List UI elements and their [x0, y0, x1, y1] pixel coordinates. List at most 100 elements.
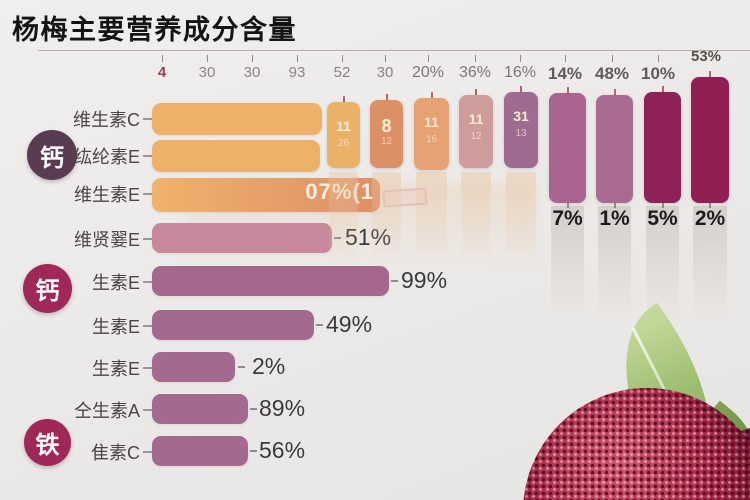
- axis-tick: 53%: [676, 48, 736, 65]
- axis-tick-label: 4: [157, 64, 167, 81]
- v-bar-group: 31 13: [504, 0, 538, 340]
- v-bar-group: 1%: [596, 0, 633, 340]
- v-bar-group: 7%: [549, 0, 586, 340]
- bar-top-stem: [385, 94, 388, 100]
- v-bar-label: 7%: [552, 207, 583, 230]
- row-stem: [143, 155, 152, 157]
- tick-mark: [206, 55, 208, 62]
- tick-mark: [161, 55, 163, 62]
- chart-row: 生素E 2%: [0, 352, 560, 386]
- h-bar: [152, 266, 389, 296]
- bar-bottom-stem: [566, 203, 569, 208]
- v-bar-group: 11 16: [414, 0, 449, 340]
- row-label: 维生素C: [73, 110, 140, 130]
- row-label: 维贤翣E: [73, 230, 140, 250]
- row-stem: [143, 193, 152, 195]
- tick-mark: [427, 55, 429, 62]
- bar-reflection: [598, 206, 631, 321]
- h-bar: [152, 103, 322, 135]
- chart-row: 维生素E 07%(1: [0, 178, 560, 212]
- bar-inner-subnumber: 13: [515, 128, 527, 139]
- bar-reflection: [551, 206, 584, 321]
- chart-row: 仝生素A 89%: [0, 394, 560, 428]
- chart-row: 纮纶素E: [0, 140, 560, 174]
- badge-iron: 铁: [24, 419, 71, 466]
- tick-mark: [251, 55, 253, 62]
- axis-tick: 52: [312, 55, 372, 81]
- h-bar: [152, 394, 248, 424]
- divider-line: [38, 50, 750, 51]
- tick-mark: [611, 55, 613, 62]
- h-bar: [152, 310, 314, 340]
- bar-inner-subnumber: 12: [470, 131, 482, 142]
- bar-top-stem: [709, 71, 711, 77]
- axis-tick: 30: [222, 55, 282, 81]
- bar-reflection: [646, 206, 679, 321]
- bar-inner-subnumber: 12: [380, 136, 393, 147]
- axis-tick: 20%: [398, 55, 458, 82]
- value-stem: [238, 366, 245, 368]
- value-stem: [391, 280, 398, 282]
- bar-bottom-stem: [709, 203, 711, 208]
- v-bar-label: 1%: [599, 207, 630, 230]
- row-stem: [143, 118, 152, 120]
- value-stem: [250, 408, 257, 410]
- axis-tick: 14%: [535, 55, 595, 84]
- axis-tick-label: 30: [376, 64, 394, 81]
- axis-tick-label: 93: [288, 64, 306, 81]
- v-bar: 11 16: [414, 92, 449, 170]
- badge-calcium-1: 钙: [27, 130, 77, 180]
- value-label: 89%: [259, 395, 306, 421]
- bar-inner-number: 11: [336, 118, 351, 134]
- chart-row: 生素E 49%: [0, 310, 560, 344]
- chart-row: 生素E 99%: [0, 266, 560, 300]
- axis-tick-label: 52: [333, 64, 351, 81]
- axis-tick-label: 53%: [690, 48, 722, 65]
- bar-reflection: [329, 172, 358, 267]
- row-label: 生素E: [91, 359, 140, 379]
- axis-tick: 30: [355, 55, 415, 81]
- v-bar: 8 12: [370, 94, 403, 168]
- value-label: 2%: [252, 353, 286, 379]
- row-label: 生素E: [91, 317, 140, 337]
- axis-tick-label: 14%: [547, 64, 583, 83]
- tick-mark: [296, 55, 298, 62]
- axis-tick: 48%: [582, 55, 642, 84]
- bar-bottom-stem: [613, 203, 616, 208]
- tick-mark: [657, 55, 659, 62]
- v-bar-group: 5%: [644, 0, 681, 340]
- bar-reflection: [372, 172, 401, 267]
- bar-inner-label: 07%(1: [305, 179, 374, 205]
- axis-tick-label: 20%: [411, 64, 445, 81]
- h-bar: [152, 352, 235, 382]
- row-stem: [143, 281, 152, 283]
- axis-tick-label: 36%: [458, 64, 492, 81]
- axis-tick: 30: [177, 55, 237, 81]
- bar-top-stem: [661, 86, 664, 92]
- bar-inner-number: 11: [468, 111, 484, 127]
- h-bar: 07%(1: [152, 178, 380, 212]
- value-label: 56%: [259, 437, 306, 463]
- chart-row: 维贤翣E 51%: [0, 223, 560, 257]
- v-bar: [596, 89, 633, 203]
- v-bar-group: 8 12: [370, 0, 403, 340]
- page-title: 杨梅主要营养成分含量: [12, 15, 297, 45]
- tick-mark: [519, 55, 521, 62]
- axis-tick: 36%: [445, 55, 505, 82]
- axis-tick-label: 16%: [503, 64, 537, 81]
- v-bar: 11 26: [327, 96, 360, 168]
- v-bar-group: 11 26: [327, 0, 360, 340]
- tick-mark: [564, 55, 566, 62]
- value-stem: [334, 237, 341, 239]
- row-label: 隹素C: [91, 443, 140, 463]
- bar-inner-number: 8: [381, 116, 392, 136]
- bar-reflection: [416, 172, 447, 267]
- bar-inner-number: 31: [513, 108, 529, 124]
- row-stem: [143, 367, 152, 369]
- axis-tick-label: 48%: [594, 64, 630, 83]
- h-bar: [152, 223, 332, 253]
- tick-mark: [341, 55, 343, 62]
- v-bar: 31 13: [504, 86, 538, 168]
- bar-top-stem: [520, 86, 522, 92]
- row-label: 生素E: [91, 273, 140, 293]
